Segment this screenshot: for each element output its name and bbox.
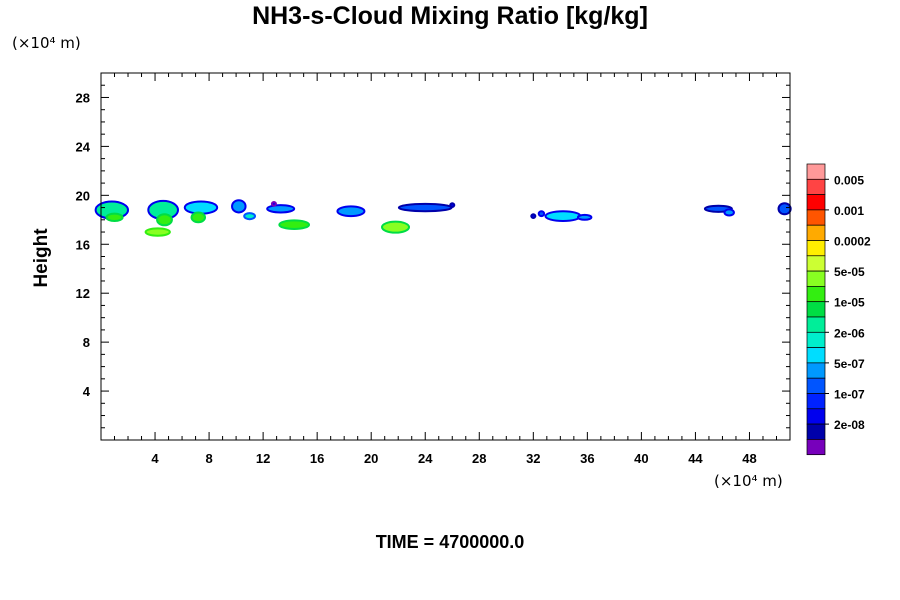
colorbar-segment [806,240,826,257]
colorbar-segment [806,301,826,318]
cloud-feature [243,212,257,221]
x-tick-label: 48 [742,451,756,466]
cloud-feature [576,213,593,221]
colorbar-segment [806,393,826,410]
x-tick-label: 16 [310,451,324,466]
plot-frame [100,72,791,441]
cloud-feature [449,202,456,208]
cloud-feature [723,208,735,217]
y-tick-label: 12 [76,286,90,301]
colorbar-segment [806,224,826,241]
cloud-feature [105,212,124,223]
cloud-feature [278,219,311,230]
y-tick-label: 16 [76,237,90,252]
colorbar-label: 5e-05 [834,265,865,279]
cloud-feature [537,210,546,218]
y-axis-unit: (×10⁴ m) [12,34,81,52]
colorbar-segment [806,194,826,211]
colorbar-segment [806,408,826,425]
x-tick-label: 20 [364,451,378,466]
y-tick-label: 28 [76,90,90,105]
cloud-feature [381,220,411,234]
colorbar-segment [806,331,826,348]
y-tick-label: 8 [83,335,90,350]
colorbar-label: 1e-07 [834,388,865,402]
cloud-feature [144,227,171,237]
chart-title: NH3-s-Cloud Mixing Ratio [kg/kg] [252,2,648,30]
colorbar-segment [806,163,826,180]
cloud-feature [530,213,537,219]
y-tick-label: 20 [76,188,90,203]
x-tick-label: 32 [526,451,540,466]
colorbar-segment [806,209,826,226]
colorbar-segment [806,439,826,456]
colorbar-segment [806,347,826,364]
y-tick-label: 24 [76,139,91,154]
cloud-feature [266,204,296,214]
colorbar-label: 0.0002 [834,235,871,249]
colorbar-label: 0.005 [834,173,864,187]
x-axis-unit: (×10⁴ m) [714,472,783,490]
colorbar-segment [806,362,826,379]
colorbar-segment [806,270,826,287]
x-tick-label: 28 [472,451,486,466]
colorbar-segment [806,178,826,195]
cloud-feature [190,211,207,224]
cloud-feature [544,210,582,223]
colorbar-segment [806,377,826,394]
x-tick-label: 44 [688,451,703,466]
colorbar-segment [806,255,826,272]
x-tick-label: 36 [580,451,594,466]
colorbar-label: 0.001 [834,204,864,218]
colorbar-label: 2e-08 [834,418,865,432]
x-tick-label: 40 [634,451,648,466]
time-label: TIME = 4700000.0 [375,532,525,552]
cloud-feature [231,199,247,214]
cloud-feature [336,205,366,218]
colorbar-label: 2e-06 [834,326,865,340]
x-tick-label: 12 [256,451,270,466]
colorbar-segment [806,316,826,333]
x-tick-label: 24 [418,451,433,466]
cloud-feature [156,213,173,227]
colorbar-label: 5e-07 [834,357,865,371]
y-tick-label: 4 [83,384,91,399]
colorbar-label: 1e-05 [834,296,865,310]
cloud-feature [397,202,453,213]
colorbar-segment [806,286,826,303]
colorbar-segment [806,423,826,440]
x-tick-label: 4 [151,451,159,466]
cloud-feature [777,202,792,216]
cloud-feature [270,201,277,207]
x-tick-label: 8 [205,451,212,466]
